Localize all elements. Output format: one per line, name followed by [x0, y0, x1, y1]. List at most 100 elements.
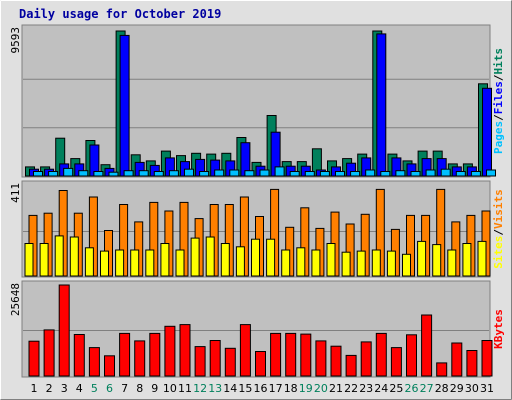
usage-legend: Pages/Files/Hits: [492, 48, 505, 154]
x-tick-label-day-14: 14: [223, 382, 237, 395]
legend-separator: /: [492, 114, 505, 121]
visits-sites-bar: [356, 250, 366, 277]
usage-pages-bar: [78, 170, 89, 177]
kbytes-kbytes-bar: [164, 325, 176, 377]
visits-sites-bar: [417, 240, 427, 277]
kbytes-kbytes-bar: [315, 340, 327, 377]
usage-pages-bar: [470, 171, 481, 177]
x-tick-label-day-27: 27: [420, 382, 434, 395]
legend-separator: /: [492, 74, 505, 81]
legend-item-hits: Hits: [492, 48, 505, 75]
x-tick-label-day-25: 25: [389, 382, 403, 395]
x-tick-label-day-15: 15: [238, 382, 252, 395]
x-tick-label-day-6: 6: [106, 382, 113, 395]
usage-pages-bar: [184, 168, 194, 177]
visits-sites-bar: [175, 249, 185, 277]
chart-title: Daily usage for October 2019: [19, 7, 221, 21]
usage-pages-bar: [365, 169, 376, 177]
x-tick-label-day-13: 13: [208, 382, 222, 395]
visits-sites-bar: [477, 240, 487, 277]
visits-sites-bar: [115, 249, 125, 277]
visits-sites-bar: [341, 251, 351, 277]
x-tick-label-day-16: 16: [254, 382, 268, 395]
x-tick-label-day-20: 20: [314, 382, 328, 395]
legend-separator: /: [492, 229, 505, 236]
usage-pages-bar: [304, 171, 315, 177]
usage-pages-bar: [395, 170, 406, 177]
kbytes-kbytes-bar: [43, 329, 55, 377]
usage-panel-plot: [21, 24, 491, 178]
kbytes-kbytes-bar: [270, 332, 282, 377]
x-tick-label-day-4: 4: [76, 382, 83, 395]
kbytes-kbytes-bar: [436, 362, 448, 377]
usage-pages-bar: [138, 170, 149, 177]
kbytes-legend: KBytes: [492, 309, 505, 349]
usage-pages-bar: [123, 170, 134, 177]
usage-pages-bar: [63, 167, 74, 177]
visits-sites-bar: [432, 244, 442, 277]
x-tick-label-day-22: 22: [344, 382, 358, 395]
visits-sites-bar: [84, 247, 94, 277]
x-tick-label-day-31: 31: [480, 382, 494, 395]
x-tick-label-day-12: 12: [193, 382, 207, 395]
usage-pages-bar: [33, 171, 43, 177]
kbytes-kbytes-bar: [406, 334, 417, 377]
x-tick-label-day-23: 23: [359, 382, 373, 395]
x-tick-label-day-3: 3: [61, 382, 68, 395]
visits-sites-bar: [235, 246, 245, 277]
visits-sites-bar: [251, 238, 260, 277]
usage-pages-bar: [48, 171, 59, 177]
visits-sites-bar: [402, 253, 411, 277]
visits-sites-bar: [100, 250, 109, 277]
legend-item-pages: Pages: [492, 121, 505, 154]
kbytes-kbytes-bar: [134, 340, 146, 377]
x-tick-label-day-24: 24: [374, 382, 388, 395]
usage-files-bar: [482, 87, 492, 177]
x-tick-label-day-10: 10: [163, 382, 177, 395]
kbytes-kbytes-bar: [285, 332, 297, 377]
kbytes-kbytes-bar: [28, 340, 40, 377]
x-tick-label-day-21: 21: [329, 382, 343, 395]
kbytes-kbytes-bar: [149, 332, 161, 377]
kbytes-kbytes-bar: [224, 347, 236, 377]
kbytes-kbytes-bar: [179, 324, 191, 377]
usage-pages-bar: [214, 169, 225, 177]
kbytes-kbytes-bar: [360, 341, 372, 377]
visits-sites-bar: [326, 243, 336, 277]
usage-pages-bar: [93, 171, 104, 177]
usage-pages-bar: [486, 169, 496, 177]
x-tick-label-day-19: 19: [299, 382, 313, 395]
kbytes-kbytes-bar: [88, 347, 100, 377]
kbytes-kbytes-bar: [194, 346, 206, 377]
x-tick-label-day-8: 8: [136, 382, 143, 395]
visits-sites-bar: [145, 249, 155, 277]
usage-pages-bar: [108, 171, 119, 177]
usage-ymax-label: 9593: [9, 27, 22, 54]
x-tick-label-day-11: 11: [178, 382, 192, 395]
legend-item-kbytes: KBytes: [492, 309, 505, 349]
kbytes-kbytes-bar: [58, 284, 70, 377]
usage-pages-bar: [380, 171, 391, 177]
usage-pages-bar: [199, 171, 210, 177]
usage-pages-bar: [410, 171, 421, 177]
usage-pages-bar: [289, 171, 300, 177]
visits-sites-bar: [386, 250, 396, 277]
visits-sites-bar: [160, 243, 170, 277]
visits-sites-bar: [69, 236, 79, 277]
visits-sites-bar: [39, 243, 49, 277]
usage-pages-bar: [350, 171, 361, 177]
chart-bars: [24, 30, 496, 377]
kbytes-kbytes-bar: [239, 324, 251, 377]
usage-pages-bar: [274, 166, 285, 177]
kbytes-kbytes-bar: [104, 355, 115, 377]
visits-sites-bar: [190, 237, 200, 277]
usage-pages-bar: [425, 169, 436, 177]
kbytes-kbytes-bar: [209, 340, 221, 377]
kbytes-kbytes-bar: [345, 354, 357, 377]
visits-sites-bar: [447, 249, 457, 277]
kbytes-kbytes-bar: [119, 332, 131, 377]
usage-pages-bar: [153, 171, 164, 177]
x-tick-label-day-7: 7: [121, 382, 128, 395]
